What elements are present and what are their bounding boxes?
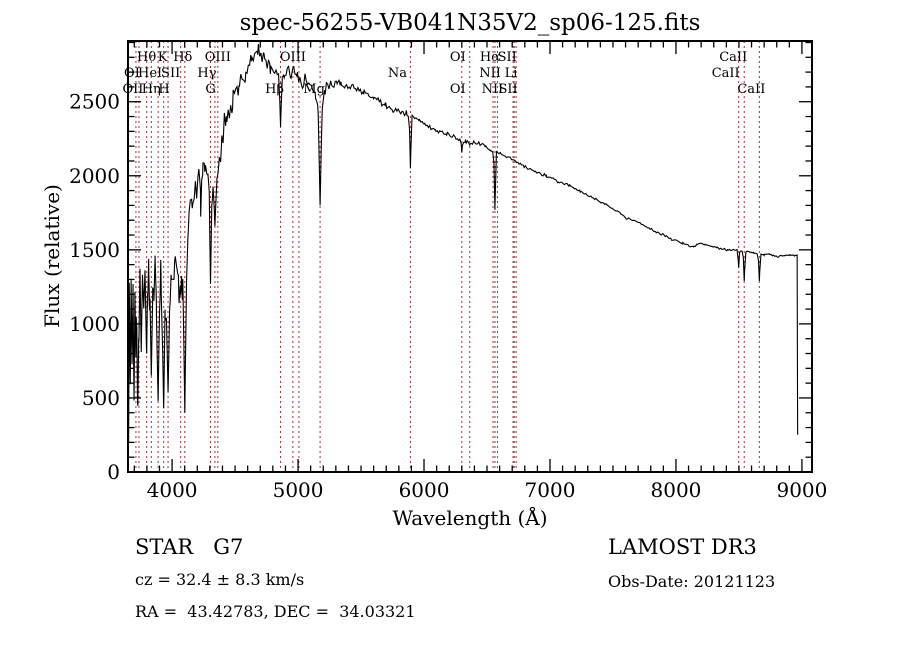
y-tick-label: 2000	[69, 164, 120, 188]
spectral-line-label: Hδ	[173, 50, 192, 65]
spectral-line-label: HeI	[138, 66, 162, 81]
spectral-line-label: Hθ	[137, 50, 156, 65]
object-class-text: STAR G7	[135, 535, 244, 559]
spectral-line-label: SII	[499, 82, 518, 97]
spectral-line-label: Na	[388, 66, 407, 81]
spectral-line-label: NII	[482, 82, 504, 97]
y-tick-label: 2500	[69, 90, 120, 114]
spectral-line-label: K	[158, 50, 168, 65]
axes-frame: 4000 5000 6000 7000 8000 9000 0 500 1000 1500 2000…	[69, 40, 827, 502]
x-axis-label: Wavelength (Å)	[392, 506, 548, 530]
spectral-line-label: OII	[122, 82, 143, 97]
spectral-line-label: OI	[450, 50, 466, 65]
spectral-line-labels: OIOIIHθHηHeIKHSIIHδGHγOIIIHβOIIIMgNaOIOI…	[122, 50, 765, 97]
survey-text: LAMOST DR3	[608, 535, 757, 559]
spectral-line-label: SII	[161, 66, 180, 81]
spectrum-path	[128, 43, 799, 442]
coordinates-text: RA = 43.42783, DEC = 34.03321	[135, 602, 416, 621]
spectral-line-label: OI	[450, 82, 466, 97]
x-tick-label: 8000	[651, 478, 702, 502]
spectral-line-label: Hη	[142, 82, 161, 97]
spectral-line-markers	[135, 41, 760, 472]
spectral-line-label: NII	[479, 66, 501, 81]
spectrum-trace	[128, 43, 799, 442]
x-tick-label: 9000	[776, 478, 827, 502]
spectral-line-label: CaII	[737, 82, 765, 97]
x-tick-label: 6000	[399, 478, 450, 502]
plot-frame	[127, 40, 813, 473]
spectral-line-label: Hα	[480, 50, 500, 65]
x-tick-label: 4000	[147, 478, 198, 502]
spectral-line-label: Li	[505, 66, 518, 81]
spectral-line-label: OIII	[280, 50, 306, 65]
redshift-text: cz = 32.4 ± 8.3 km/s	[135, 570, 305, 589]
x-tick-label: 5000	[273, 478, 324, 502]
plot-title: spec-56255-VB041N35V2_sp06-125.fits	[239, 10, 701, 36]
x-tick-label: 7000	[525, 478, 576, 502]
y-tick-label: 1500	[69, 238, 120, 262]
spectral-line-label: CaII	[719, 50, 747, 65]
spectral-line-label: Hγ	[197, 66, 216, 81]
y-tick-label: 0	[107, 460, 120, 484]
spectral-line-label: OIII	[205, 50, 231, 65]
y-tick-label: 1000	[69, 312, 120, 336]
spectral-line-label: CaII	[712, 66, 740, 81]
spectral-line-label: Mg	[303, 82, 325, 97]
spectral-line-label: G	[205, 82, 215, 97]
spectral-line-label: H	[158, 82, 169, 97]
y-tick-label: 500	[82, 386, 120, 410]
spectral-line-label: SII	[498, 50, 517, 65]
obs-date-text: Obs-Date: 20121123	[608, 572, 776, 591]
